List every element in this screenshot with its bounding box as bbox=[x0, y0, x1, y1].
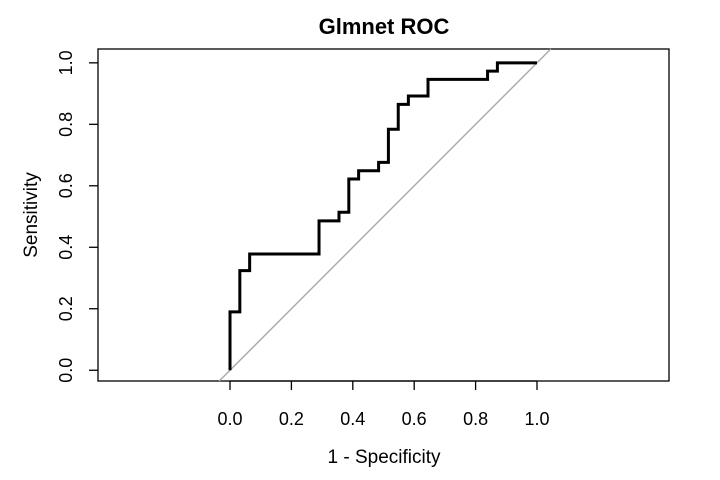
x-tick-label: 0.6 bbox=[402, 409, 427, 429]
y-tick-label: 0.8 bbox=[56, 112, 76, 137]
y-tick-label: 1.0 bbox=[56, 50, 76, 75]
reference-diagonal-line bbox=[218, 48, 552, 382]
y-tick-label: 0.2 bbox=[56, 296, 76, 321]
x-tick-label: 0.8 bbox=[463, 409, 488, 429]
x-tick-label: 1.0 bbox=[524, 409, 549, 429]
x-axis-label: 1 - Specificity bbox=[328, 447, 441, 468]
y-axis: 0.0 0.2 0.4 0.6 0.8 1.0 bbox=[56, 50, 98, 383]
roc-curve bbox=[228, 61, 537, 371]
plot-frame bbox=[97, 48, 670, 382]
x-tick-label: 0.2 bbox=[279, 409, 304, 429]
chart-title: Glmnet ROC bbox=[319, 14, 450, 39]
x-tick-label: 0.0 bbox=[217, 409, 242, 429]
y-tick-label: 0.4 bbox=[56, 235, 76, 260]
x-tick-label: 0.4 bbox=[340, 409, 365, 429]
y-tick-label: 0.0 bbox=[56, 358, 76, 383]
x-axis: 0.0 0.2 0.4 0.6 0.8 1.0 bbox=[217, 380, 550, 429]
y-tick-label: 0.6 bbox=[56, 173, 76, 198]
y-axis-label: Sensitivity bbox=[21, 172, 42, 258]
